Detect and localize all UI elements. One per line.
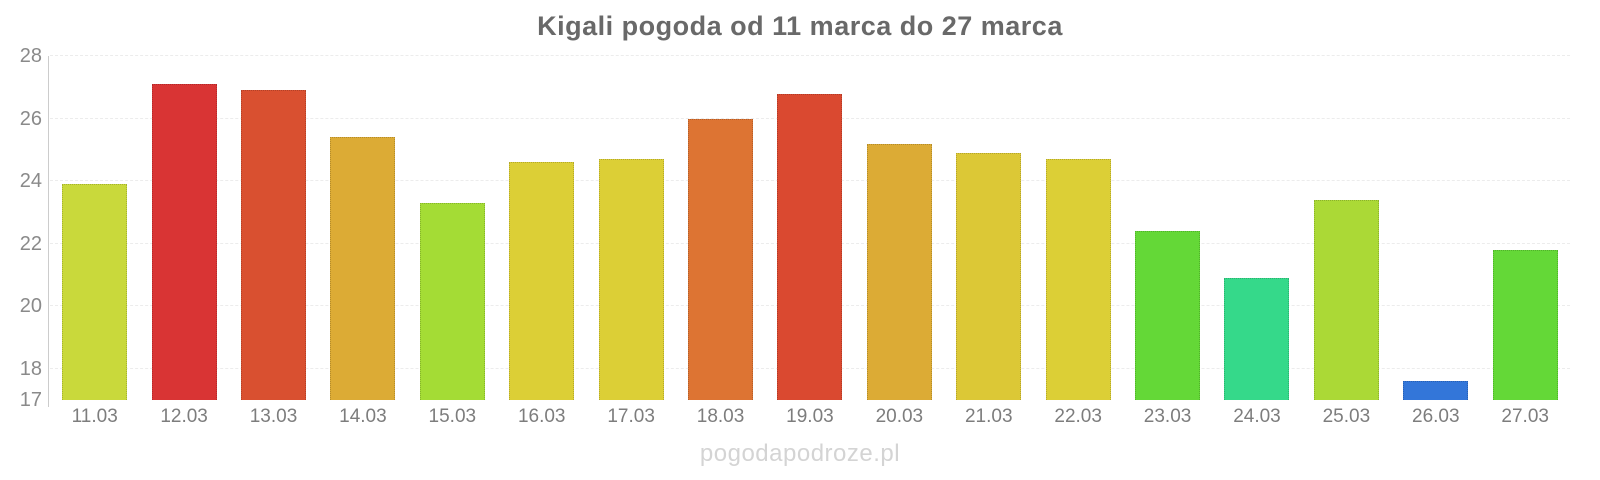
x-tick-label: 13.03: [249, 406, 298, 427]
x-tick-label: 17.03: [607, 406, 655, 427]
bar-column: [765, 56, 854, 400]
y-tick-label: 18: [19, 357, 42, 380]
x-tick-label: 25.03: [1322, 406, 1371, 427]
bar-21.03: [956, 152, 1022, 400]
bar-17.03: [598, 159, 664, 400]
bar-column: [676, 56, 765, 400]
bar-19.03: [777, 93, 843, 400]
bar-column: [318, 56, 407, 400]
bar-20.03: [866, 143, 932, 400]
x-tick-label: 16.03: [517, 406, 566, 427]
x-tick-label: 19.03: [786, 406, 834, 427]
x-tick-label: 23.03: [1143, 406, 1192, 427]
bar-column: [1033, 56, 1122, 400]
bar-23.03: [1135, 231, 1201, 400]
bar-column: [408, 56, 497, 400]
x-tick-label: 21.03: [964, 406, 1013, 427]
bar-column: [1391, 56, 1480, 400]
y-axis-line: [48, 56, 49, 407]
gridline: [50, 55, 1570, 56]
bar-column: [1123, 56, 1212, 400]
x-tick-label: 11.03: [71, 406, 118, 427]
bar-column: [229, 56, 318, 400]
bar-27.03: [1492, 249, 1558, 400]
chart-title: Kigali pogoda od 11 marca do 27 marca: [537, 11, 1063, 41]
x-tick-label: 20.03: [875, 406, 924, 427]
bar-column: [497, 56, 586, 400]
x-tick-label: 18.03: [696, 406, 745, 427]
bars-container: [50, 56, 1570, 400]
bar-column: [1212, 56, 1301, 400]
x-tick-label: 27.03: [1501, 406, 1549, 427]
bar-18.03: [688, 118, 754, 400]
y-tick-label: 26: [19, 107, 42, 130]
x-axis: 11.03 12.03 13.03 14.03 15.03 16.03 17.03 18.03…: [50, 406, 1570, 428]
bar-14.03: [330, 137, 396, 400]
y-tick-label: 22: [19, 232, 42, 255]
bar-25.03: [1313, 199, 1379, 400]
x-tick-label: 22.03: [1054, 406, 1102, 427]
bar-column: [50, 56, 139, 400]
x-tick-label: 24.03: [1233, 406, 1281, 427]
y-tick-label: 20: [19, 295, 42, 318]
bar-26.03: [1403, 381, 1469, 400]
bar-column: [855, 56, 944, 400]
x-tick-label: 26.03: [1412, 406, 1460, 427]
watermark: pogodapodroze.pl: [699, 440, 901, 467]
y-tick-label: 17: [19, 389, 42, 411]
x-tick-label: 14.03: [339, 406, 387, 427]
y-axis: 17 18 20 22 24 26 28: [0, 46, 42, 410]
bar-13.03: [241, 90, 307, 400]
plot-area: [50, 55, 1570, 400]
bar-column: [1481, 56, 1570, 400]
bar-column: [586, 56, 675, 400]
bar-16.03: [509, 162, 575, 400]
y-tick-label: 28: [19, 45, 42, 67]
bar-column: [1302, 56, 1391, 400]
bar-15.03: [419, 202, 485, 400]
bar-22.03: [1045, 159, 1111, 400]
y-tick-label: 24: [19, 170, 42, 193]
bar-column: [944, 56, 1033, 400]
bar-24.03: [1224, 278, 1290, 400]
bar-column: [139, 56, 228, 400]
bar-11.03: [62, 184, 128, 400]
x-tick-label: 15.03: [428, 406, 477, 427]
bar-12.03: [151, 84, 217, 400]
x-tick-label: 12.03: [160, 406, 208, 427]
